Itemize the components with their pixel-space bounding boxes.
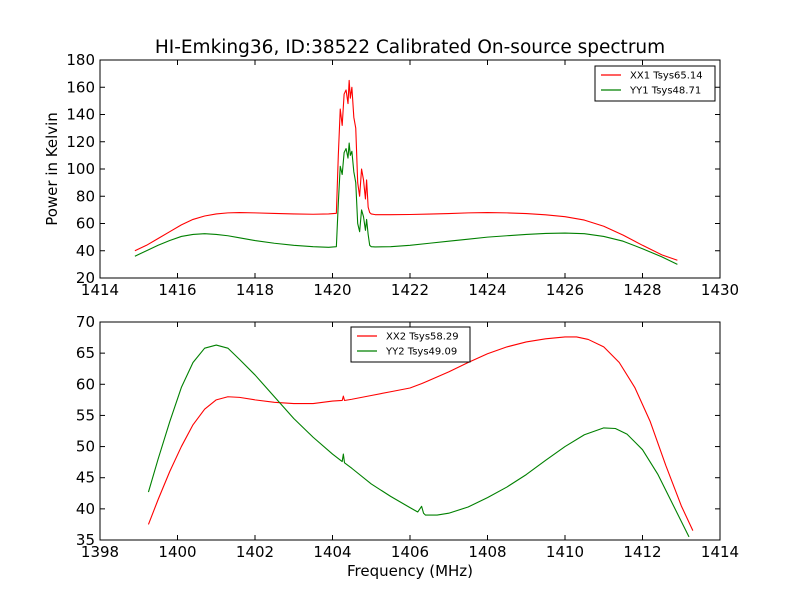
x-tick-label: 1404 bbox=[313, 543, 351, 561]
y-tick-label: 20 bbox=[76, 269, 95, 287]
x-axis-label: Frequency (MHz) bbox=[347, 562, 473, 580]
y-tick-label: 40 bbox=[76, 500, 95, 518]
y-tick-label: 120 bbox=[66, 133, 95, 151]
top-panel: 1414 1416 1418 1420 1422 1424 1426 1428 1430 20 40… bbox=[43, 51, 739, 299]
x-tick-label: 1420 bbox=[313, 281, 351, 299]
x-tick-label: 1398 bbox=[81, 543, 119, 561]
y-tick-label: 160 bbox=[66, 78, 95, 96]
x-tick-label: 1418 bbox=[236, 281, 274, 299]
x-tick-label: 1414 bbox=[81, 281, 119, 299]
bottom-panel: 1398 1400 1402 1404 1406 1408 1410 1412 1414 35 40… bbox=[76, 313, 739, 580]
x-tick-label: 1412 bbox=[623, 543, 661, 561]
y-tick-label: 60 bbox=[76, 215, 95, 233]
x-tick-label: 1414 bbox=[701, 543, 739, 561]
x-tick-label: 1426 bbox=[546, 281, 584, 299]
chart-title: HI-Emking36, ID:38522 Calibrated On-sour… bbox=[155, 37, 665, 58]
y-tick-label: 45 bbox=[76, 469, 95, 487]
y-tick-label: 40 bbox=[76, 242, 95, 260]
x-tick-label: 1402 bbox=[236, 543, 274, 561]
legend-box bbox=[350, 326, 471, 363]
y-tick-label: 180 bbox=[66, 51, 95, 69]
y-tick-label: 100 bbox=[66, 160, 95, 178]
y-axis-label: Power in Kelvin bbox=[43, 112, 61, 226]
legend: XX1 Tsys65.14 YY1 Tsys48.71 bbox=[594, 65, 716, 102]
y-tick-label: 80 bbox=[76, 187, 95, 205]
legend-label: YY1 Tsys48.71 bbox=[629, 86, 701, 97]
x-tick-label: 1400 bbox=[158, 543, 196, 561]
x-tick-label: 1422 bbox=[391, 281, 429, 299]
x-tick-label: 1410 bbox=[546, 543, 584, 561]
legend-label: XX1 Tsys65.14 bbox=[630, 71, 703, 82]
series-line-xx2 bbox=[147, 336, 694, 531]
y-tick-label: 35 bbox=[76, 531, 95, 549]
y-tick-label: 70 bbox=[76, 313, 95, 331]
legend-box bbox=[594, 65, 716, 102]
x-tick-label: 1406 bbox=[391, 543, 429, 561]
x-tick-label: 1424 bbox=[468, 281, 506, 299]
series-line-yy1 bbox=[134, 142, 678, 265]
series-line-yy2 bbox=[147, 344, 690, 538]
legend-label: XX2 Tsys58.29 bbox=[386, 332, 459, 343]
y-tick-label: 65 bbox=[76, 344, 95, 362]
x-tick-label: 1416 bbox=[158, 281, 196, 299]
y-tick-label: 60 bbox=[76, 375, 95, 393]
series-line-xx1 bbox=[134, 79, 678, 261]
y-tick-label: 140 bbox=[66, 106, 95, 124]
x-tick-label: 1408 bbox=[468, 543, 506, 561]
x-tick-label: 1430 bbox=[701, 281, 739, 299]
legend: XX2 Tsys58.29 YY2 Tsys49.09 bbox=[350, 326, 471, 363]
y-tick-label: 50 bbox=[76, 438, 95, 456]
legend-label: YY2 Tsys49.09 bbox=[385, 347, 457, 358]
y-tick-label: 55 bbox=[76, 406, 95, 424]
x-tick-label: 1428 bbox=[623, 281, 661, 299]
